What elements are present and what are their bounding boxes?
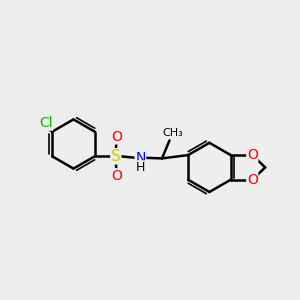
Text: O: O — [111, 169, 122, 183]
Text: S: S — [111, 149, 121, 164]
Text: N: N — [135, 151, 146, 165]
Text: O: O — [111, 130, 122, 144]
Text: H: H — [136, 161, 145, 174]
Text: O: O — [247, 173, 258, 187]
Text: Cl: Cl — [39, 116, 52, 130]
Text: CH₃: CH₃ — [162, 128, 183, 139]
Text: O: O — [247, 148, 258, 162]
